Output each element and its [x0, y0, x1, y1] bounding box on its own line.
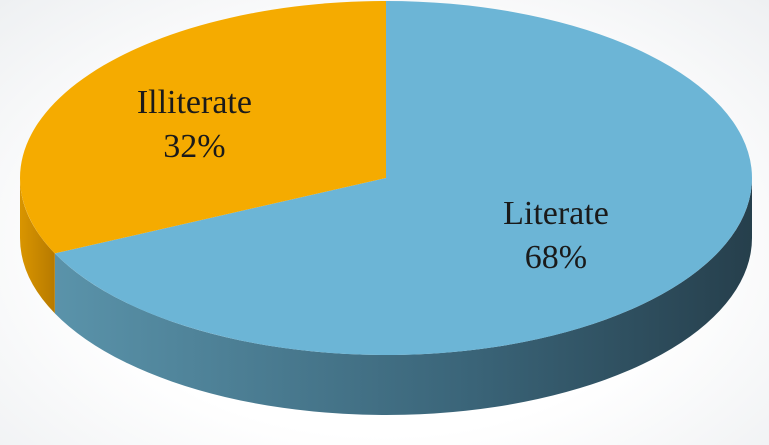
pie-slice-illiterate[interactable] [19, 1, 386, 254]
pie-slice-literate[interactable] [54, 1, 752, 355]
pie-top-layer [19, 1, 752, 355]
slice-name-label: Illiterate [137, 84, 252, 121]
slice-percent-label: 68% [525, 239, 587, 276]
pie-side-literate [54, 178, 752, 415]
slice-name-label: Literate [503, 195, 609, 232]
pie-side-illiterate [20, 178, 55, 314]
pie-label-layer: Literate 68% Illiterate 32% [137, 84, 609, 276]
slice-percent-label: 32% [163, 128, 225, 165]
pie-side-layer [20, 178, 752, 415]
